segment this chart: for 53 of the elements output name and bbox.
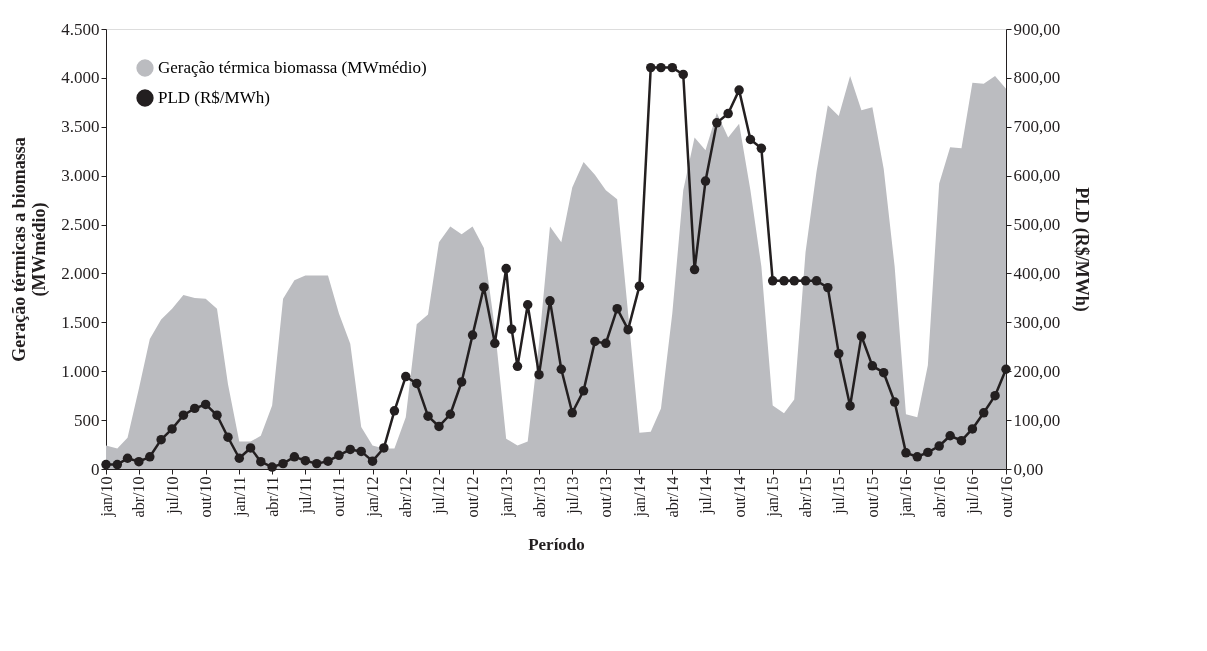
- x-axis-title: Período: [528, 535, 585, 555]
- x-tick-label: abr/12: [397, 476, 415, 518]
- x-tick-label: abr/16: [930, 476, 948, 518]
- x-tick-label: abr/14: [663, 476, 681, 518]
- y-tick-label: 4.500: [61, 19, 100, 39]
- x-tick-label: jul/13: [563, 476, 582, 515]
- y-tick-label: 3.000: [61, 166, 100, 186]
- x-tick-label: out/11: [330, 476, 348, 517]
- x-tick-label: out/15: [863, 476, 881, 518]
- x-tick-label: abr/11: [263, 476, 281, 517]
- x-tick-label: jul/12: [430, 476, 449, 515]
- y2-tick-label: 500,00: [1013, 215, 1061, 235]
- x-tick-label: jan/11: [230, 476, 249, 517]
- y2-tick-label: 200,00: [1013, 361, 1061, 381]
- x-tick-label: jul/14: [697, 476, 716, 515]
- y2-tick-label: 900,00: [1013, 19, 1061, 39]
- y-tick-label: 4.000: [61, 68, 100, 88]
- x-tick-label: out/13: [597, 476, 615, 518]
- y-tick-label: 1.500: [61, 312, 100, 332]
- y2-tick-label: 800,00: [1013, 68, 1061, 88]
- y2-tick-label: 0,00: [1013, 459, 1044, 479]
- x-tick-label: abr/15: [797, 476, 815, 518]
- x-tick-label: jul/15: [830, 476, 849, 515]
- x-tick-label: jul/10: [163, 476, 182, 515]
- y2-tick-label: 600,00: [1013, 166, 1061, 186]
- y-tick-label: 2.500: [61, 215, 100, 235]
- x-tick-label: jul/16: [963, 476, 982, 515]
- y2-tick-label: 700,00: [1013, 117, 1061, 137]
- x-tick-label: abr/13: [530, 476, 548, 518]
- x-tick-label: jan/12: [364, 476, 383, 518]
- y2-tick-label: 400,00: [1013, 263, 1061, 283]
- legend-label: Geração térmica biomassa (MWmédio): [158, 58, 427, 77]
- y-tick-label: 2.000: [61, 263, 100, 283]
- y-tick-label: 0: [91, 459, 100, 479]
- x-tick-label: out/14: [730, 476, 748, 518]
- y2-axis-title: PLD (R$/MWh): [1071, 187, 1093, 312]
- x-tick-label: jan/10: [97, 476, 116, 518]
- y-axis-title: Geração térmicas a biomassa (MWmédio): [9, 137, 51, 362]
- y2-tick-label: 300,00: [1013, 312, 1061, 332]
- y-tick-label: 3.500: [61, 117, 100, 137]
- x-tick-label: out/16: [997, 476, 1015, 518]
- x-tick-label: out/12: [464, 476, 482, 518]
- y2-tick-label: 100,00: [1013, 410, 1061, 430]
- x-tick-label: jan/15: [764, 476, 783, 518]
- x-tick-label: jan/13: [497, 476, 516, 518]
- x-tick-label: jan/16: [897, 476, 916, 518]
- y-tick-label: 1.000: [61, 361, 100, 381]
- x-tick-label: abr/10: [130, 476, 148, 518]
- legend-label: PLD (R$/MWh): [158, 88, 270, 107]
- x-tick-label: out/10: [197, 476, 215, 518]
- x-tick-label: jul/11: [296, 476, 315, 515]
- x-tick-label: jan/14: [630, 476, 649, 518]
- y-tick-label: 500: [74, 410, 100, 430]
